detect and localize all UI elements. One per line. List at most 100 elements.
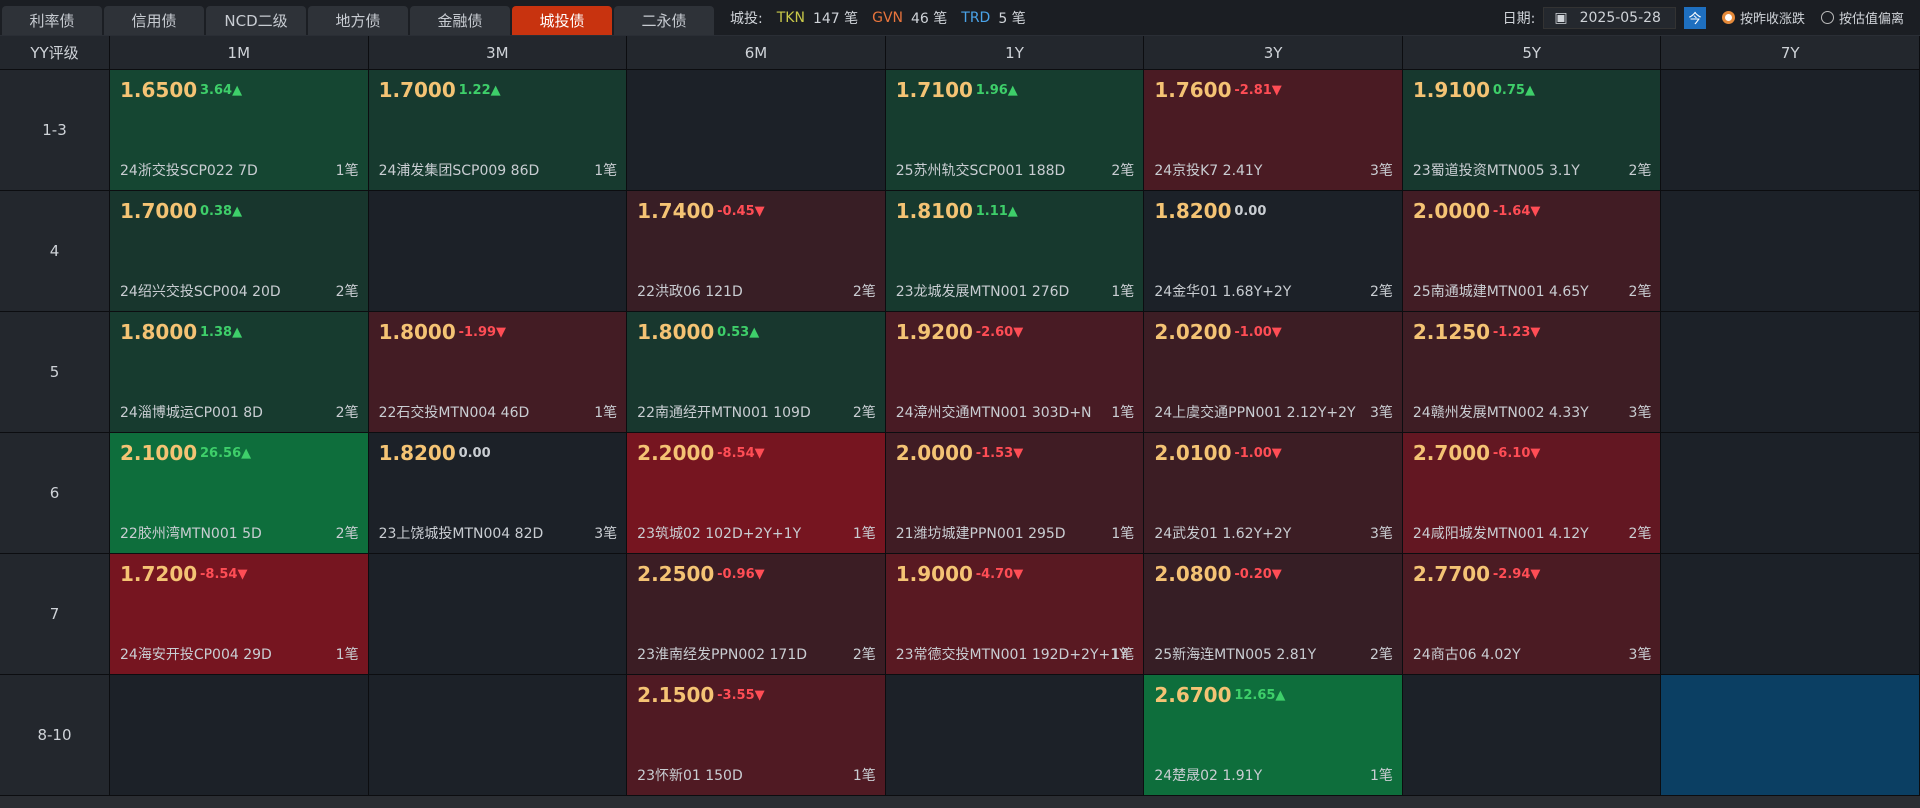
price: 2.2000 (637, 441, 715, 465)
quote-cell[interactable]: 1.7000 0.38▲ 24绍兴交投SCP004 20D 2笔 (110, 191, 369, 311)
price: 2.0800 (1154, 562, 1232, 586)
quote-cell[interactable]: 2.6700 12.65▲ 24楚晟02 1.91Y 1笔 (1144, 675, 1403, 795)
quote-cell[interactable]: 1.7600 -2.81▼ 24京投K7 2.41Y 3笔 (1144, 70, 1403, 190)
quote-cell[interactable]: 1.8100 1.11▲ 23龙城发展MTN001 276D 1笔 (885, 191, 1145, 311)
price: 2.1250 (1412, 320, 1491, 344)
stat-name: TRD (961, 9, 991, 26)
price: 2.0000 (895, 441, 973, 465)
tab[interactable]: 地方债 (308, 6, 408, 35)
bond-name: 24商古06 4.02Y (1412, 647, 1521, 663)
quote-cell[interactable]: 1.8000 1.38▲ 24淄博城运CP001 8D 2笔 (110, 312, 369, 432)
quote-cell[interactable]: 1.8000 0.53▲ 22南通经开MTN001 109D 2笔 (627, 312, 886, 432)
empty-cell[interactable] (1661, 554, 1920, 674)
change: 1.96▲ (975, 83, 1018, 98)
price: 2.6700 (1154, 683, 1232, 707)
empty-cell[interactable] (1661, 433, 1920, 553)
radio-option[interactable]: 按昨收涨跌 (1721, 8, 1805, 27)
change: -1.00▼ (1234, 325, 1282, 340)
change: 26.56▲ (200, 446, 252, 461)
radio-label: 按昨收涨跌 (1739, 12, 1805, 27)
quote-cell[interactable]: 2.0000 -1.53▼ 21潍坊城建PPN001 295D 1笔 (885, 433, 1145, 553)
empty-cell[interactable] (1661, 312, 1920, 432)
quote-cell[interactable]: 1.7400 -0.45▼ 22洪政06 121D 2笔 (627, 191, 886, 311)
quote-cell[interactable]: 1.8200 0.00 24金华01 1.68Y+2Y 2笔 (1144, 191, 1403, 311)
bond-name: 24咸阳城发MTN001 4.12Y (1412, 526, 1589, 542)
row-label: 5 (0, 312, 110, 432)
empty-cell[interactable] (627, 70, 886, 190)
quote-cell[interactable]: 2.0200 -1.00▼ 24上虞交通PPN001 2.12Y+2Y 3笔 (1144, 312, 1403, 432)
quote-cell[interactable]: 2.1250 -1.23▼ 24赣州发展MTN002 4.33Y 3笔 (1402, 312, 1662, 432)
trade-count: 1笔 (335, 163, 359, 179)
column-header: 3M (369, 36, 628, 69)
bond-name: 24武发01 1.62Y+2Y (1154, 526, 1292, 542)
price: 1.8200 (1154, 199, 1232, 223)
bond-name: 21潍坊城建PPN001 295D (895, 526, 1066, 542)
quote-cell[interactable]: 2.0100 -1.00▼ 24武发01 1.62Y+2Y 3笔 (1144, 433, 1403, 553)
change: -2.94▼ (1492, 567, 1541, 582)
empty-cell[interactable] (110, 675, 369, 795)
price: 1.6500 (120, 78, 198, 102)
date: 2025-05-28 (1579, 9, 1661, 26)
trade-count: 1笔 (1111, 405, 1135, 421)
empty-cell[interactable] (1661, 70, 1920, 190)
quote-cell[interactable]: 2.1000 26.56▲ 22胶州湾MTN001 5D 2笔 (110, 433, 369, 553)
radio-option[interactable]: 按估值偏离 (1820, 8, 1904, 27)
quote-cell[interactable]: 2.2500 -0.96▼ 23淮南经发PPN002 171D 2笔 (627, 554, 886, 674)
bond-name: 23筑城02 102D+2Y+1Y (637, 526, 802, 542)
empty-cell[interactable] (885, 675, 1145, 795)
change: -8.54▼ (200, 567, 248, 582)
empty-cell[interactable] (1661, 675, 1920, 795)
tab[interactable]: NCD二级 (206, 6, 306, 35)
quote-cell[interactable]: 1.9200 -2.60▼ 24漳州交通MTN001 303D+N 1笔 (885, 312, 1145, 432)
bond-name: 22石交投MTN004 46D (378, 405, 530, 421)
quote-cell[interactable]: 2.0000 -1.64▼ 25南通城建MTN001 4.65Y 2笔 (1402, 191, 1662, 311)
stat-count: 46 笔 (911, 10, 948, 27)
quote-cell[interactable]: 1.7200 -8.54▼ 24海安开投CP004 29D 1笔 (110, 554, 369, 674)
change: 0.00 (1234, 204, 1267, 219)
quote-cell[interactable]: 1.9000 -4.70▼ 23常德交投MTN001 192D+2Y+1Y 1笔 (885, 554, 1145, 674)
empty-cell[interactable] (1402, 675, 1662, 795)
quote-cell[interactable]: 1.6500 3.64▲ 24浙交投SCP022 7D 1笔 (110, 70, 369, 190)
date-picker[interactable]: ▣ 2025-05-28 (1543, 6, 1676, 29)
tab[interactable]: 利率债 (2, 6, 102, 35)
quote-cell[interactable]: 2.7000 -6.10▼ 24咸阳城发MTN001 4.12Y 2笔 (1402, 433, 1662, 553)
trade-count: 1笔 (852, 768, 876, 784)
quote-cell[interactable]: 2.7700 -2.94▼ 24商古06 4.02Y 3笔 (1402, 554, 1662, 674)
trade-count: 2笔 (335, 526, 359, 542)
tab[interactable]: 金融债 (410, 6, 510, 35)
change: 1.38▲ (200, 325, 243, 340)
quote-cell[interactable]: 2.0800 -0.20▼ 25新海连MTN005 2.81Y 2笔 (1144, 554, 1403, 674)
tab-bar: 利率债 信用债 NCD二级 地方债 金融债 城投债 二永债 (0, 0, 716, 35)
quote-cell[interactable]: 1.8000 -1.99▼ 22石交投MTN004 46D 1笔 (368, 312, 628, 432)
change: -2.60▼ (975, 325, 1024, 340)
quote-cell[interactable]: 1.7100 1.96▲ 25苏州轨交SCP001 188D 2笔 (885, 70, 1145, 190)
change: -1.00▼ (1234, 446, 1282, 461)
radio-dot[interactable] (1721, 11, 1735, 24)
quote-cell[interactable]: 1.9100 0.75▲ 23蜀道投资MTN005 3.1Y 2笔 (1402, 70, 1662, 190)
empty-cell[interactable] (368, 675, 628, 795)
tab[interactable]: 城投债 (512, 6, 612, 35)
quote-cell[interactable]: 1.7000 1.22▲ 24浦发集团SCP009 86D 1笔 (368, 70, 628, 190)
stats-label: 城投: (730, 10, 763, 27)
trade-count: 1笔 (594, 405, 618, 421)
empty-cell[interactable] (1661, 191, 1920, 311)
trade-count: 2笔 (335, 405, 359, 421)
tab[interactable]: 信用债 (104, 6, 204, 35)
empty-cell[interactable] (368, 191, 628, 311)
tab[interactable]: 二永债 (614, 6, 714, 35)
bond-name: 23龙城发展MTN001 276D (895, 284, 1070, 300)
quote-cell[interactable]: 1.8200 0.00 23上饶城投MTN004 82D 3笔 (368, 433, 628, 553)
bond-name: 23怀新01 150D (637, 768, 743, 784)
today-button[interactable]: 今 (1683, 6, 1706, 29)
quote-cell[interactable]: 2.1500 -3.55▼ 23怀新01 150D 1笔 (627, 675, 886, 795)
empty-cell[interactable] (368, 554, 628, 674)
bond-name: 24金华01 1.68Y+2Y (1154, 284, 1292, 300)
date-label: 日期: (1502, 10, 1536, 27)
radio-dot[interactable] (1820, 11, 1834, 24)
trade-count: 3笔 (1369, 163, 1393, 179)
bond-name: 24漳州交通MTN001 303D+N (895, 405, 1092, 421)
radio-label: 按估值偏离 (1838, 12, 1904, 27)
price: 1.8000 (378, 320, 456, 344)
quote-cell[interactable]: 2.2000 -8.54▼ 23筑城02 102D+2Y+1Y 1笔 (627, 433, 886, 553)
